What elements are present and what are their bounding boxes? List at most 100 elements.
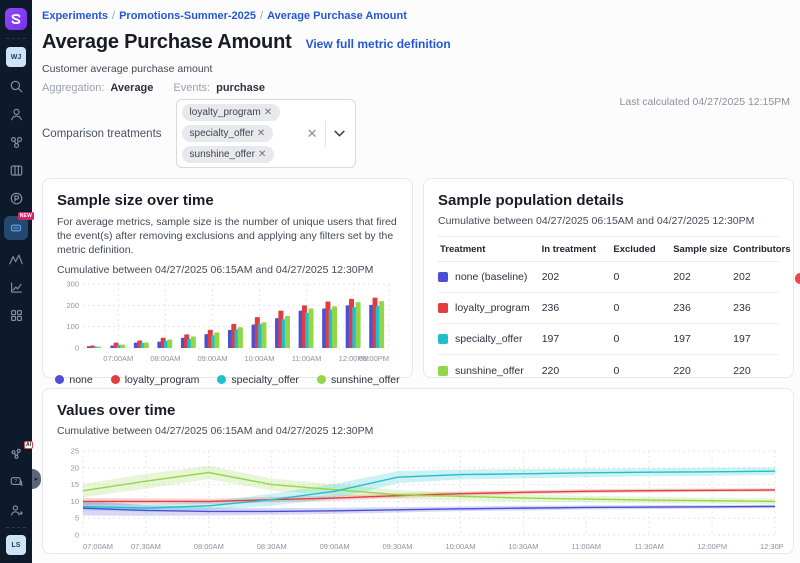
svg-text:20: 20 xyxy=(71,463,79,472)
svg-text:09:00AM: 09:00AM xyxy=(320,542,350,551)
treatment-chip[interactable]: specialty_offer ✕ xyxy=(181,125,274,142)
experiments-icon[interactable] xyxy=(7,250,25,268)
values-line-chart: 0 5 10 15 20 25 07:00AM 07:30AM 08:00AM 08:30AM 09… xyxy=(71,447,783,552)
invite-user-icon[interactable] xyxy=(7,501,25,519)
legend-item[interactable]: specialty_offer xyxy=(217,374,299,386)
main-content: Experiments / Promotions-Summer-2025/Avera… xyxy=(32,0,800,563)
svg-text:07:30AM: 07:30AM xyxy=(131,542,161,551)
users-icon[interactable] xyxy=(7,105,25,123)
select-divider xyxy=(324,120,326,147)
sidebar-divider xyxy=(6,38,26,39)
treatment-chips: loyalty_program ✕ specialty_offer ✕ sunshine… xyxy=(181,104,302,163)
table-row: specialty_offer 197 0 197 197 xyxy=(438,324,779,355)
pulse-icon[interactable] xyxy=(7,189,25,207)
svg-text:08:30AM: 08:30AM xyxy=(257,542,287,551)
sample-size-title: Sample size over time xyxy=(57,192,214,209)
svg-text:07:00AM: 07:00AM xyxy=(103,354,133,363)
metric-subtitle: Customer average purchase amount xyxy=(42,63,213,75)
svg-text:11:00AM: 11:00AM xyxy=(292,354,321,363)
search-icon[interactable] xyxy=(7,77,25,95)
new-badge: NEW xyxy=(17,212,34,220)
svg-text:01:00PM: 01:00PM xyxy=(359,354,389,363)
svg-text:12:00PM: 12:00PM xyxy=(339,354,369,363)
svg-text:08:00AM: 08:00AM xyxy=(150,354,180,363)
breadcrumb-separator: / xyxy=(112,10,116,22)
svg-text:0: 0 xyxy=(75,531,79,540)
insights-chart-icon[interactable] xyxy=(7,278,25,296)
svg-text:300: 300 xyxy=(66,279,79,288)
page-title: Average Purchase Amount xyxy=(42,31,292,53)
sample-size-description: For average metrics, sample size is the … xyxy=(57,216,397,257)
chip-remove-icon[interactable]: ✕ xyxy=(257,149,267,160)
breadcrumb-link[interactable]: Experiments xyxy=(42,10,109,22)
table-row: sunshine_offer 220 0 220 220 xyxy=(438,355,779,386)
sidebar-bottom: AI ? LS xyxy=(0,435,33,563)
ai-badge: AI xyxy=(24,441,33,449)
treatment-swatch xyxy=(438,334,448,344)
comparison-treatments-label: Comparison treatments xyxy=(42,127,162,140)
events-label: Events: xyxy=(173,82,211,94)
table-row: none (baseline) 202 0 202 202 xyxy=(438,262,779,293)
values-title: Values over time xyxy=(57,402,176,419)
treatment-swatch xyxy=(438,303,448,313)
right-edge-handle[interactable] xyxy=(795,273,800,284)
sidebar: WJ NEW AI ? LS xyxy=(0,0,34,563)
legend-item[interactable]: loyalty_program xyxy=(110,374,199,386)
svg-text:200: 200 xyxy=(66,300,79,309)
svg-text:10:30AM: 10:30AM xyxy=(508,542,538,551)
legend-item[interactable]: none xyxy=(55,374,93,386)
sample-size-card: Sample size over time For average metric… xyxy=(42,178,413,386)
aggregation-label: Aggregation: xyxy=(42,82,105,94)
svg-text:07:00AM: 07:00AM xyxy=(83,542,113,551)
help-chat-icon[interactable]: ? xyxy=(7,473,25,491)
clear-selection-icon[interactable]: ✕ xyxy=(306,125,318,141)
svg-text:09:00AM: 09:00AM xyxy=(197,354,227,363)
legend-item[interactable]: sunshine_offer xyxy=(316,374,400,386)
metric-meta: Aggregation: Average Events: purchase xyxy=(42,82,794,94)
svg-text:09:30AM: 09:30AM xyxy=(383,542,413,551)
user-avatar-badge[interactable]: LS xyxy=(6,535,26,555)
population-card: Sample population details Cumulative bet… xyxy=(423,178,794,378)
svg-text:25: 25 xyxy=(71,447,79,456)
chart-legend: none loyalty_program specialty_offer sunshi… xyxy=(55,374,400,386)
view-metric-definition-link[interactable]: View full metric definition xyxy=(305,37,451,51)
population-title: Sample population details xyxy=(438,192,624,209)
sidebar-item-metrics-active[interactable]: NEW xyxy=(4,212,34,240)
svg-text:12:00PM: 12:00PM xyxy=(697,542,727,551)
svg-text:?: ? xyxy=(14,479,17,485)
feature-gates-icon[interactable] xyxy=(7,133,25,151)
svg-text:10:00AM: 10:00AM xyxy=(445,542,475,551)
comparison-treatments-select[interactable]: loyalty_program ✕ specialty_offer ✕ sunshine… xyxy=(175,99,356,168)
breadcrumb-link[interactable]: Promotions-Summer-2025 xyxy=(119,10,257,22)
chip-remove-icon[interactable]: ✕ xyxy=(256,128,266,139)
chevron-down-icon[interactable] xyxy=(328,130,351,137)
sidebar-collapse-handle[interactable]: ▸ xyxy=(32,469,41,489)
treatment-chip[interactable]: loyalty_program ✕ xyxy=(181,104,281,121)
statsig-logo-icon[interactable] xyxy=(5,8,27,30)
sidebar-divider-bottom xyxy=(6,527,26,528)
table-row: loyalty_program 236 0 236 236 xyxy=(438,293,779,324)
table-header: Treatment In treatment Excluded Sample size… xyxy=(438,236,791,262)
population-cumulative: Cumulative between 04/27/2025 06:15AM an… xyxy=(438,215,755,227)
apps-grid-icon[interactable] xyxy=(7,306,25,324)
values-card: Values over time Cumulative between 04/2… xyxy=(42,388,794,554)
sample-size-bar-chart: 0 100 200 300 07:00AM 08:00AM 09:00AM 10:00AM 11… xyxy=(66,279,390,363)
svg-text:11:30AM: 11:30AM xyxy=(634,542,663,551)
treatment-chip[interactable]: sunshine_offer ✕ xyxy=(181,146,275,163)
last-calculated: Last calculated 04/27/2025 12:15PM xyxy=(619,96,790,108)
population-table: Treatment In treatment Excluded Sample size… xyxy=(438,236,791,386)
sample-size-cumulative: Cumulative between 04/27/2025 06:15AM an… xyxy=(57,263,374,276)
breadcrumb-link[interactable]: Average Purchase Amount xyxy=(267,10,407,22)
breadcrumb: Experiments / Promotions-Summer-2025/Avera… xyxy=(42,10,794,22)
columns-icon[interactable] xyxy=(7,161,25,179)
svg-text:15: 15 xyxy=(71,480,79,489)
events-value: purchase xyxy=(216,82,266,94)
svg-text:10: 10 xyxy=(71,497,79,506)
ai-assistant-icon[interactable]: AI xyxy=(7,441,33,463)
svg-text:10:00AM: 10:00AM xyxy=(245,354,275,363)
svg-text:0: 0 xyxy=(75,343,79,352)
treatment-swatch xyxy=(438,272,448,282)
breadcrumb-separator: / xyxy=(260,10,264,22)
chip-remove-icon[interactable]: ✕ xyxy=(263,107,273,118)
workspace-badge[interactable]: WJ xyxy=(6,47,26,67)
